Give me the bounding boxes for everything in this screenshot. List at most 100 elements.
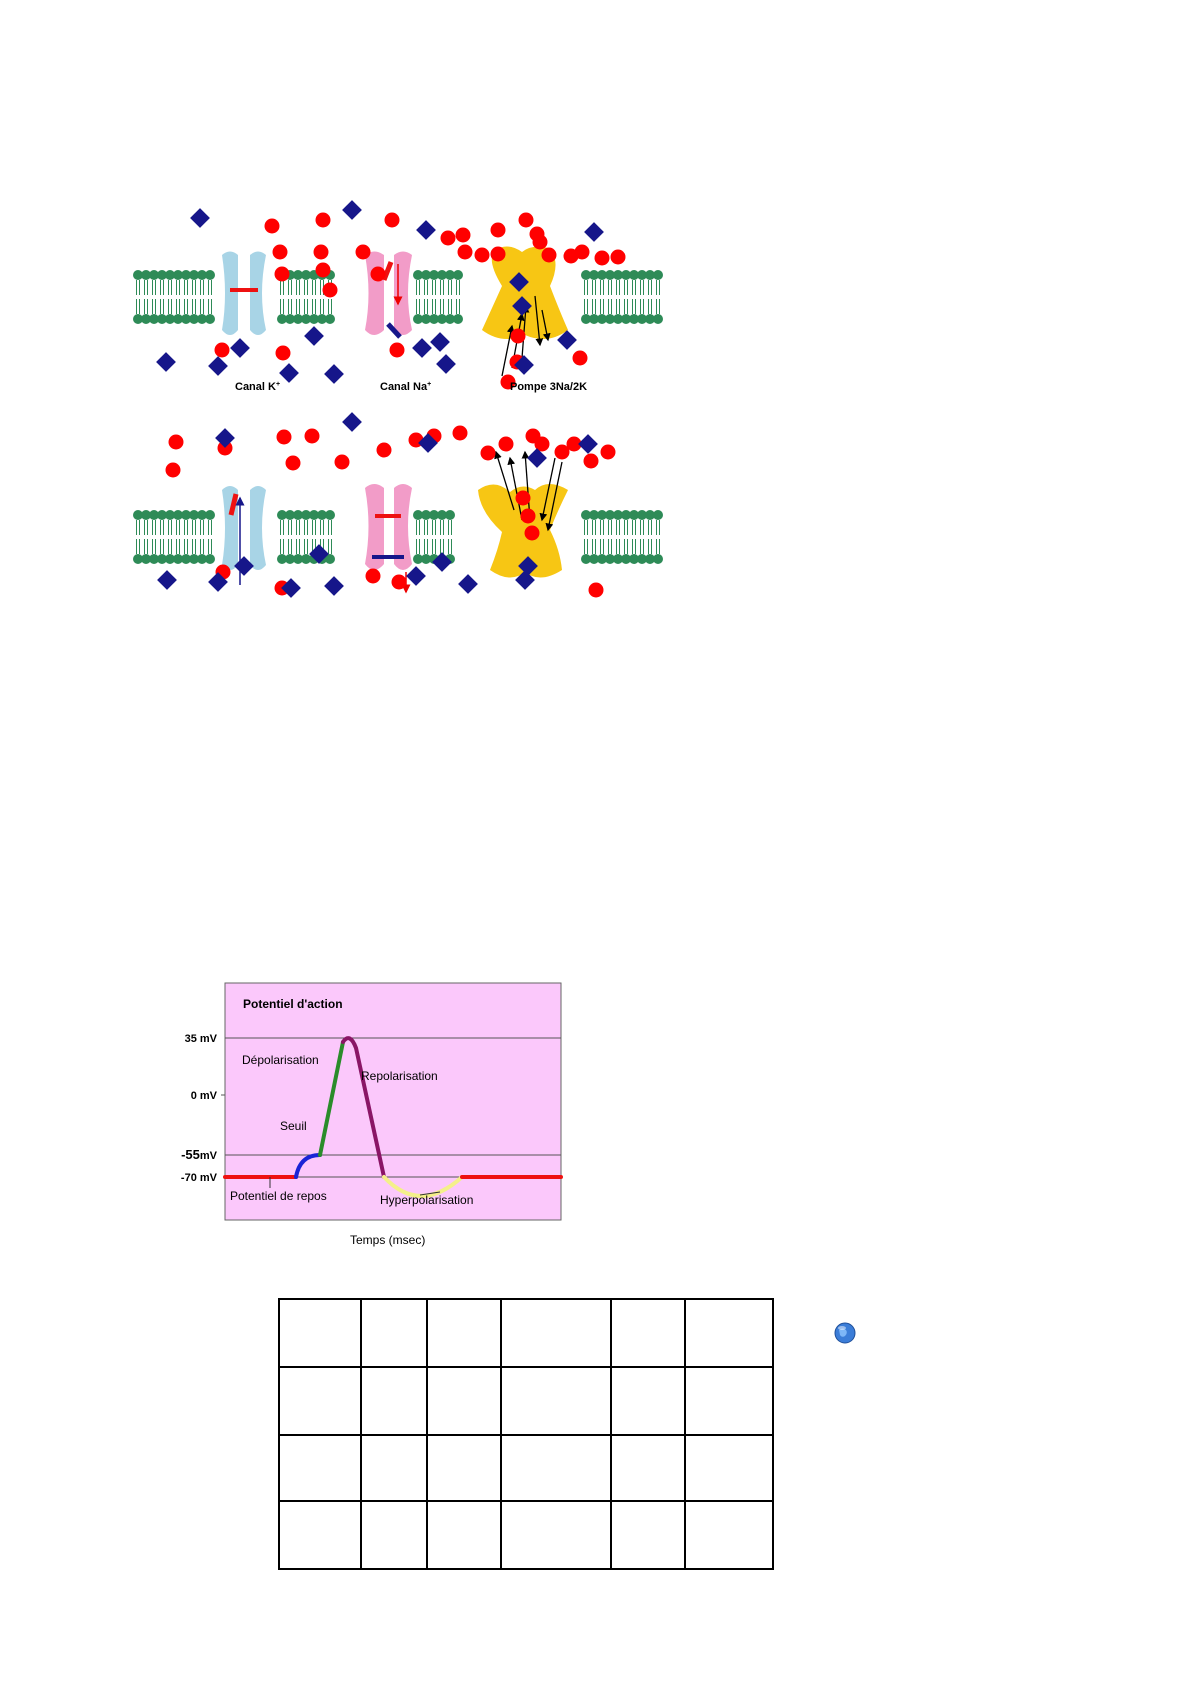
potassium-ion <box>208 356 228 376</box>
sodium-ion <box>440 230 456 246</box>
label-pump: Pompe 3Na/2K <box>510 381 587 393</box>
table-cell <box>426 1434 502 1502</box>
potassium-ion <box>279 363 299 383</box>
sodium-ion <box>474 247 490 263</box>
potassium-ion <box>432 552 452 572</box>
sodium-ion <box>355 244 371 260</box>
pump-top <box>482 246 568 339</box>
threshold-segment <box>294 1153 322 1179</box>
table-cell <box>278 1298 362 1368</box>
sodium-ion <box>315 212 331 228</box>
potassium-ion <box>406 566 426 586</box>
globe-icon[interactable] <box>834 1322 856 1344</box>
table-cell <box>610 1366 686 1436</box>
table-row <box>278 1434 774 1502</box>
label-potentiel-de-repos: Potentiel de repos <box>230 1189 327 1203</box>
potassium-ion <box>578 434 598 454</box>
sodium-ion <box>594 250 610 266</box>
potassium-ion <box>458 574 478 594</box>
sodium-ion <box>600 444 616 460</box>
table-cell <box>610 1298 686 1368</box>
table-cell <box>500 1434 612 1502</box>
sodium-ion <box>583 453 599 469</box>
y-tick-label: -55mV <box>181 1147 218 1162</box>
label-na-channel: Canal Na+ <box>380 381 431 393</box>
y-tick-label: 0 mV <box>191 1090 218 1102</box>
table-cell <box>360 1366 428 1436</box>
sodium-ion <box>274 266 290 282</box>
table-cell <box>360 1500 428 1570</box>
potassium-ion <box>281 578 301 598</box>
potassium-ion <box>430 332 450 352</box>
potassium-ion <box>418 433 438 453</box>
depolarization-segment <box>318 1040 345 1157</box>
x-axis-label: Temps (msec) <box>350 1233 425 1247</box>
potassium-ion <box>342 412 362 432</box>
table-cell <box>278 1434 362 1502</box>
sodium-ion <box>574 244 590 260</box>
table-cell <box>360 1298 428 1368</box>
potassium-ion <box>230 338 250 358</box>
sodium-ion <box>276 429 292 445</box>
sodium-ion <box>384 212 400 228</box>
table-cell <box>360 1434 428 1502</box>
sodium-ion <box>452 425 468 441</box>
potassium-ion <box>215 428 235 448</box>
pump-bottom <box>478 484 568 578</box>
sodium-ion <box>391 574 407 590</box>
label-seuil: Seuil <box>280 1119 307 1133</box>
potassium-ion <box>156 352 176 372</box>
table-cell <box>684 1434 774 1502</box>
sodium-ion <box>275 345 291 361</box>
table-cell <box>684 1500 774 1570</box>
table-cell <box>610 1500 686 1570</box>
potassium-ion <box>157 570 177 590</box>
potassium-ion <box>309 544 329 564</box>
potassium-ion <box>324 364 344 384</box>
potassium-ion <box>584 222 604 242</box>
callout-line <box>419 1191 441 1196</box>
sodium-ion <box>322 282 338 298</box>
sodium-ion <box>480 445 496 461</box>
label-k-channel: Canal K+ <box>235 381 280 393</box>
membrane-diagram: Canal K+ Canal Na+ Pompe 3Na/2K <box>133 200 663 598</box>
k-channel-top <box>222 251 266 335</box>
table-cell <box>684 1298 774 1368</box>
potassium-ion <box>527 448 547 468</box>
sodium-ion <box>217 440 233 456</box>
sodium-ion <box>365 568 381 584</box>
potassium-ion <box>342 200 362 220</box>
sodium-ion <box>370 266 386 282</box>
sodium-ion <box>498 436 514 452</box>
sodium-ion <box>168 434 184 450</box>
sodium-ion <box>541 247 557 263</box>
table-cell <box>426 1298 502 1368</box>
sodium-ion <box>588 582 604 598</box>
sodium-ion <box>534 436 550 452</box>
action-potential-chart: Potentiel d'action 35 mV0 mV-55mV-70 mV … <box>181 982 563 1247</box>
sodium-ion <box>610 249 626 265</box>
potassium-ion <box>324 576 344 596</box>
sodium-ion <box>315 262 331 278</box>
repolarization-segment <box>341 1036 386 1179</box>
table-cell <box>684 1366 774 1436</box>
table-cell <box>610 1434 686 1502</box>
sodium-ion <box>518 212 534 228</box>
sodium-ion <box>264 218 280 234</box>
sodium-ion <box>455 227 471 243</box>
sodium-ion <box>272 244 288 260</box>
sodium-ion <box>490 246 506 262</box>
sodium-ion <box>165 462 181 478</box>
table-cell <box>426 1366 502 1436</box>
empty-table <box>278 1298 774 1570</box>
sodium-ion <box>334 454 350 470</box>
sodium-ion <box>304 428 320 444</box>
table-row <box>278 1366 774 1436</box>
sodium-ion <box>524 525 540 541</box>
sodium-ion <box>510 328 526 344</box>
table-row <box>278 1500 774 1570</box>
sodium-ion <box>532 234 548 250</box>
label-depolarisation: Dépolarisation <box>242 1053 319 1067</box>
hyperpolarization-segment <box>382 1175 464 1198</box>
sodium-ion <box>572 350 588 366</box>
